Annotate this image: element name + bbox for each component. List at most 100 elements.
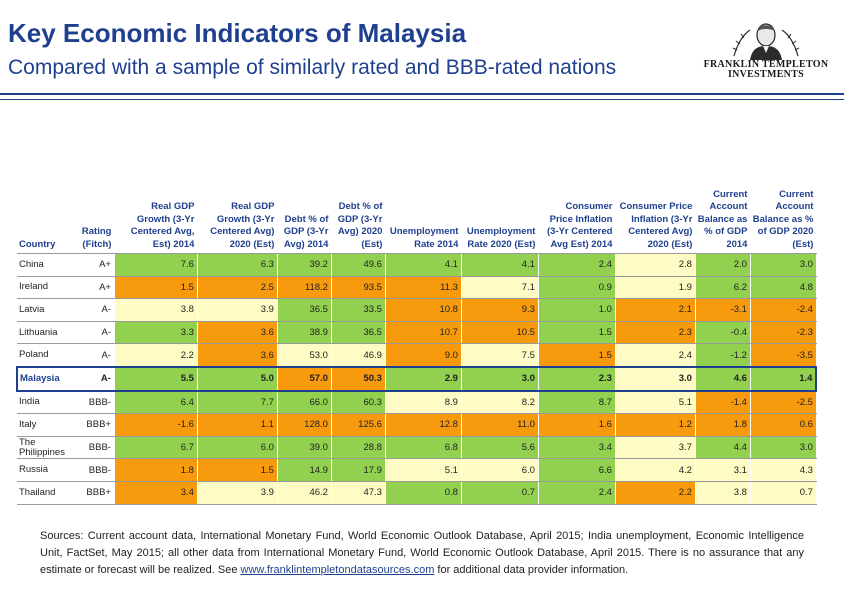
value-cell: 5.6 [461,436,539,460]
col-header: Real GDP Growth (3-Yr Centered Avg) 2020… [197,186,278,254]
col-header: Current Account Balance as % of GDP 2014 [695,186,751,254]
value-cell: -3.1 [695,298,751,322]
value-cell: 1.5 [197,458,278,482]
value-cell: 3.9 [197,481,278,505]
franklin-templeton-logo: FRANKLIN TEMPLETON INVESTMENTS [700,20,832,80]
value-cell: 0.8 [385,481,462,505]
value-cell: 1.1 [197,413,278,437]
value-cell: 2.4 [615,343,696,368]
value-cell: 3.0 [750,436,817,460]
value-cell: -1.2 [695,343,751,368]
value-cell: 128.0 [277,413,332,437]
value-cell: 10.7 [385,321,462,345]
country-cell: The Philippines [17,436,69,460]
rating-cell: A- [68,321,115,345]
data-sources-link[interactable]: www.franklintempletondatasources.com [240,564,435,576]
value-cell: 5.5 [114,365,198,392]
value-cell: -1.4 [695,390,751,415]
table-row: Russia BBB- 1.8 1.5 14.9 17.9 5.1 6.0 6.6 4.2 3.1 4… [17,458,817,482]
rating-cell: A- [68,298,115,322]
col-header: Rating (Fitch) [68,186,115,254]
sources-note: Sources: Current account data, Internati… [40,528,804,579]
value-cell: 14.9 [277,458,332,482]
value-cell: -2.4 [750,298,817,322]
rating-cell: BBB- [68,390,115,415]
col-header: Unemployment Rate 2014 [385,186,462,254]
value-cell: 5.1 [385,458,462,482]
value-cell: 1.8 [114,458,198,482]
value-cell: 11.3 [385,276,462,300]
table-body: China A+ 7.6 6.3 39.2 49.6 4.1 4.1 2.4 2.8 2.0 3.0 I… [15,253,818,505]
table-row: Lithuania A- 3.3 3.6 38.9 36.5 10.7 10.5 1.5 2.3-… [17,321,817,345]
value-cell: 6.0 [197,436,278,460]
country-cell: India [17,390,69,415]
header-divider [0,93,844,100]
value-cell: 6.8 [385,436,462,460]
value-cell: 2.0 [695,253,751,277]
value-cell: 6.3 [197,253,278,277]
rating-cell: BBB+ [68,413,115,437]
table-row: China A+ 7.6 6.3 39.2 49.6 4.1 4.1 2.4 2.8 2.0 3.0 [17,253,817,277]
value-cell: 39.2 [277,253,332,277]
rating-cell: A- [68,343,115,368]
table-row: Poland A- 2.2 3.6 53.0 46.9 9.0 7.5 1.5 2.4 -1.2 -3… [17,343,817,368]
value-cell: 17.9 [331,458,386,482]
value-cell: 125.6 [331,413,386,437]
indicators-table: Country Rating (Fitch) Real GDP Growth (3-… [15,186,818,505]
value-cell: 4.1 [461,253,539,277]
col-header: Debt % of GDP (3-Yr Avg) 2014 [277,186,332,254]
rating-cell: A- [68,365,115,392]
value-cell: 3.6 [197,321,278,345]
value-cell: 1.8 [695,413,751,437]
value-cell: 3.6 [197,343,278,368]
value-cell: 1.5 [538,343,616,368]
value-cell: 6.6 [538,458,616,482]
value-cell: 50.3 [331,365,386,392]
value-cell: 49.6 [331,253,386,277]
value-cell: 33.5 [331,298,386,322]
value-cell: 46.2 [277,481,332,505]
value-cell: 6.0 [461,458,539,482]
value-cell: 4.1 [385,253,462,277]
value-cell: 3.9 [197,298,278,322]
value-cell: 6.4 [114,390,198,415]
logo-line-2: INVESTMENTS [727,69,805,80]
value-cell: 7.1 [461,276,539,300]
value-cell: 2.8 [615,253,696,277]
value-cell: -3.5 [750,343,817,368]
value-cell: -1.6 [114,413,198,437]
value-cell: 2.4 [538,481,616,505]
table-row: Thailand BBB+ 3.4 3.9 46.2 47.3 0.8 0.7 2.4 2.2 3.… [17,481,817,505]
value-cell: 1.9 [615,276,696,300]
value-cell: 10.8 [385,298,462,322]
value-cell: 4.6 [695,365,751,392]
value-cell: 1.4 [750,365,818,392]
value-cell: 2.9 [385,365,462,392]
table-row: The Philippines BBB- 6.7 6.0 39.0 28.8 6.8 5.6 3… [17,436,817,460]
value-cell: 0.7 [750,481,817,505]
country-cell: China [17,253,69,277]
country-cell: Ireland [17,276,69,300]
value-cell: 7.6 [114,253,198,277]
col-header: Debt % of GDP (3-Yr Avg) 2020 (Est) [331,186,386,254]
value-cell: 8.2 [461,390,539,415]
value-cell: 1.5 [114,276,198,300]
value-cell: 4.3 [750,458,817,482]
value-cell: 3.0 [615,365,696,392]
value-cell: 2.1 [615,298,696,322]
country-cell: Latvia [17,298,69,322]
value-cell: 7.7 [197,390,278,415]
rating-cell: BBB- [68,458,115,482]
table-header-row: Country Rating (Fitch) Real GDP Growth (3-… [17,186,817,254]
value-cell: 9.0 [385,343,462,368]
rating-cell: BBB- [68,436,115,460]
sources-text: Sources: Current account data, Internati… [40,530,804,576]
page-subtitle: Compared with a sample of similarly rate… [8,56,617,79]
value-cell: 3.4 [538,436,616,460]
table-row: Italy BBB+ -1.6 1.1 128.0 125.6 12.8 11.0 1.6 1.2… [17,413,817,437]
value-cell: 2.3 [538,365,616,392]
country-cell: Italy [17,413,69,437]
value-cell: 3.0 [461,365,539,392]
value-cell: 36.5 [277,298,332,322]
value-cell: 53.0 [277,343,332,368]
